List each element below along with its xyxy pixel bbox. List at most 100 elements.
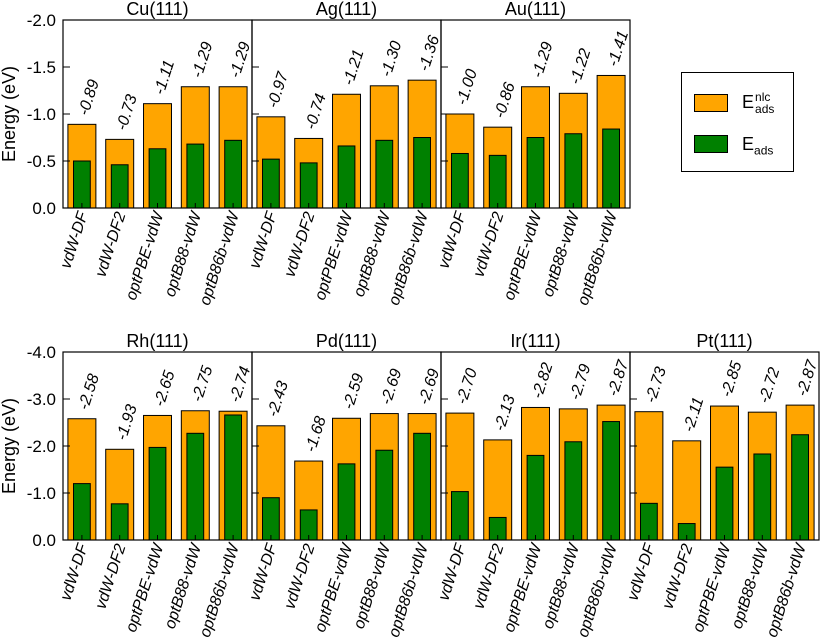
x-tick-label: vdW-DF2 — [93, 542, 130, 611]
legend-label-ads: Eads — [742, 135, 773, 157]
x-tick-label: optB86b-vdW — [386, 540, 433, 637]
data-label-e-nlc: -2.13 — [491, 393, 518, 433]
data-label-e-nlc: -1.29 — [189, 40, 216, 80]
bar-e-ads — [224, 414, 242, 541]
x-tick-label: optB86b-vdW — [575, 208, 622, 307]
data-label-e-nlc: -1.00 — [454, 67, 481, 107]
x-tick-label: optB86b-vdW — [197, 540, 244, 637]
x-tick-label: vdW-DF2 — [282, 542, 319, 611]
panel-frame — [629, 351, 820, 541]
x-tick-label: optB88-vdW — [162, 208, 206, 299]
y-tick-label: -2.0 — [27, 437, 56, 456]
data-label-e-nlc: -0.74 — [302, 92, 329, 132]
legend-nlc-sub: ads — [755, 102, 775, 116]
data-label-e-nlc: -1.30 — [378, 39, 405, 79]
data-label-e-nlc: -1.11 — [151, 58, 178, 97]
bar-e-ads — [526, 454, 545, 541]
bar-e-ads — [451, 152, 469, 209]
panel-title: Ir(111) — [510, 331, 560, 351]
legend-swatch-nlc — [694, 94, 728, 112]
panel-title: Ag(111) — [316, 0, 377, 19]
bar-e-ads — [73, 160, 91, 209]
x-tick-label: vdW-DF — [246, 209, 281, 271]
data-label-e-nlc: -2.74 — [227, 364, 254, 404]
data-label-e-nlc: -0.89 — [76, 78, 103, 118]
x-tick-label: optB88-vdW — [351, 540, 395, 631]
panel-title: Pd(111) — [316, 331, 377, 351]
bar-e-ads — [602, 128, 620, 209]
bar-e-ads — [262, 158, 280, 209]
data-label-e-nlc: -2.43 — [265, 379, 292, 419]
bar-e-ads — [602, 421, 620, 541]
x-tick-label: optPBE-vdW — [123, 540, 168, 634]
panel-frame — [440, 19, 631, 209]
panel-title: Rh(111) — [126, 331, 188, 351]
data-label-e-nlc: -1.29 — [227, 40, 254, 80]
data-label-e-nlc: -0.73 — [113, 93, 140, 133]
y-tick-label: 0.0 — [32, 531, 56, 550]
panel-ag111: Ag(111) -0.97 vdW-DF -0.74 vdW-DF2 -1.21 optPB… — [246, 0, 443, 307]
bar-e-ads — [148, 446, 167, 541]
x-tick-label: vdW-DF — [435, 541, 470, 603]
data-label-e-nlc: -2.87 — [605, 357, 633, 398]
panel-cu111: Cu(111) -0.89 vdW-DF -0.73 vdW-DF2 -1.11 optPB… — [57, 0, 254, 307]
x-tick-label: optB86b-vdW — [197, 208, 244, 307]
panel-title: Cu(111) — [126, 0, 188, 19]
data-label-e-nlc: -0.97 — [265, 69, 293, 110]
panel-pd111: Pd(111) -2.43 vdW-DF -1.68 vdW-DF2 -2.59 optPB… — [246, 331, 443, 637]
y-axis-label: Energy (eV) — [0, 66, 19, 162]
x-tick-label: optPBE-vdW — [312, 208, 357, 302]
bar-e-ads — [753, 453, 772, 541]
legend-nlc-sup: nlc — [755, 90, 771, 104]
x-tick-label: optPBE-vdW — [501, 208, 546, 302]
data-label-e-nlc: -1.21 — [340, 48, 367, 88]
bar-e-ads — [224, 139, 242, 209]
y-tick-label: -0.5 — [27, 152, 56, 171]
bar-e-ads — [564, 133, 583, 209]
x-tick-label: vdW-DF — [57, 541, 92, 603]
x-tick-label: optB88-vdW — [162, 540, 206, 631]
bar-e-ads — [186, 143, 205, 209]
bar-e-ads — [413, 432, 431, 541]
x-tick-label: optB86b-vdW — [575, 540, 622, 637]
legend-entry-ads: Eads — [694, 135, 773, 157]
y-tick-label: -4.0 — [27, 343, 56, 362]
data-label-e-nlc: -2.65 — [151, 369, 178, 409]
bar-e-ads — [451, 491, 469, 541]
x-tick-label: optB86b-vdW — [764, 540, 811, 637]
data-label-e-nlc: -2.87 — [794, 357, 822, 398]
legend-nlc-base: E — [742, 91, 755, 112]
bar-e-ads — [640, 502, 658, 541]
y-tick-label: -3.0 — [27, 390, 56, 409]
data-label-e-nlc: -2.85 — [718, 359, 745, 399]
data-label-e-nlc: -1.36 — [416, 33, 443, 73]
bar-e-ads — [564, 441, 583, 541]
bar-e-ads — [791, 434, 809, 541]
data-label-e-nlc: -1.41 — [605, 29, 632, 69]
data-label-e-nlc: -2.79 — [567, 362, 594, 402]
x-tick-label: vdW-DF2 — [471, 542, 508, 611]
x-tick-label: optPBE-vdW — [690, 540, 735, 634]
data-label-e-nlc: -1.22 — [567, 47, 594, 87]
x-tick-label: optPBE-vdW — [312, 540, 357, 634]
legend-ads-sub: ads — [754, 143, 774, 158]
x-tick-label: optB88-vdW — [540, 208, 584, 299]
data-label-e-nlc: -1.29 — [529, 40, 556, 80]
data-label-e-nlc: -2.72 — [756, 365, 783, 405]
bar-e-ads — [375, 139, 394, 209]
panel-title: Pt(111) — [696, 331, 752, 351]
data-label-e-nlc: -2.69 — [416, 367, 443, 407]
chart-row-1: Energy (eV) 0.0 -0.5 -1.0 -1.5 -2.0 Cu(111) -0.… — [0, 0, 632, 307]
panel-rh111: Rh(111) -2.58 vdW-DF -1.93 vdW-DF2 -2.65 optPB… — [57, 331, 254, 637]
data-label-e-nlc: -2.73 — [643, 365, 670, 405]
bar-e-ads — [526, 137, 545, 209]
bar-e-ads — [413, 137, 431, 209]
data-label-e-nlc: -2.58 — [76, 372, 103, 412]
data-label-e-nlc: -2.69 — [378, 367, 405, 407]
x-tick-label: optB88-vdW — [540, 540, 584, 631]
y-tick-label: -2.0 — [27, 11, 56, 30]
x-tick-label: vdW-DF — [246, 541, 281, 603]
y-tick-label: -1.0 — [27, 484, 56, 503]
bar-e-ads — [299, 162, 318, 209]
